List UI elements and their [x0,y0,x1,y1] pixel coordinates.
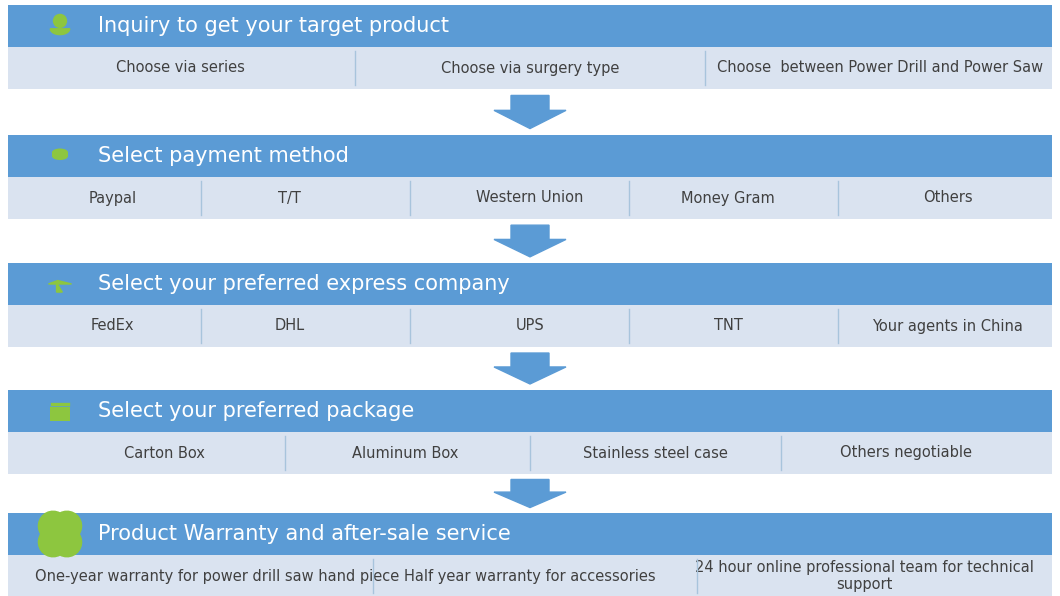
Polygon shape [50,29,70,35]
Text: Choose via series: Choose via series [116,61,245,76]
Bar [8,432,1052,474]
Polygon shape [494,353,566,384]
Text: Others: Others [923,191,972,206]
Text: One-year warranty for power drill saw hand piece: One-year warranty for power drill saw ha… [35,569,399,583]
Text: UPS: UPS [515,318,545,334]
Polygon shape [49,281,72,284]
Text: Select your preferred package: Select your preferred package [98,401,414,421]
Bar [8,135,1052,177]
Bar [50,402,70,406]
Polygon shape [56,283,63,292]
Text: 24 hour online professional team for technical
support: 24 hour online professional team for tec… [694,560,1034,592]
Text: Product Warranty and after-sale service: Product Warranty and after-sale service [98,524,511,544]
Text: Choose via surgery type: Choose via surgery type [441,61,619,76]
Bar [50,406,70,421]
Text: Half year warranty for accessories: Half year warranty for accessories [404,569,656,583]
Polygon shape [494,225,566,257]
Ellipse shape [52,148,68,157]
Text: TNT: TNT [714,318,743,334]
Text: Others negotiable: Others negotiable [840,445,972,461]
Text: T/T: T/T [279,191,301,206]
Polygon shape [494,479,566,508]
Text: DHL: DHL [275,318,305,334]
Ellipse shape [52,152,68,160]
Text: Paypal: Paypal [88,191,137,206]
Bar [8,555,1052,596]
Bar [8,390,1052,432]
Text: Stainless steel case: Stainless steel case [583,445,728,461]
Text: Carton Box: Carton Box [124,445,205,461]
Text: Your agents in China: Your agents in China [872,318,1023,334]
Polygon shape [494,95,566,129]
Bar [8,263,1052,305]
Text: FedEx: FedEx [91,318,135,334]
Text: Money Gram: Money Gram [682,191,775,206]
Text: Select payment method: Select payment method [98,146,349,166]
Bar [8,177,1052,219]
Bar [8,47,1052,89]
Bar [8,5,1052,47]
Text: Inquiry to get your target product: Inquiry to get your target product [98,16,449,36]
Bar [8,305,1052,347]
Text: Aluminum Box: Aluminum Box [352,445,458,461]
Bar [52,153,68,156]
Circle shape [54,14,67,27]
Text: Select your preferred express company: Select your preferred express company [98,274,510,294]
Text: Choose  between Power Drill and Power Saw: Choose between Power Drill and Power Saw [717,61,1043,76]
Bar [8,513,1052,555]
Text: Western Union: Western Union [476,191,584,206]
